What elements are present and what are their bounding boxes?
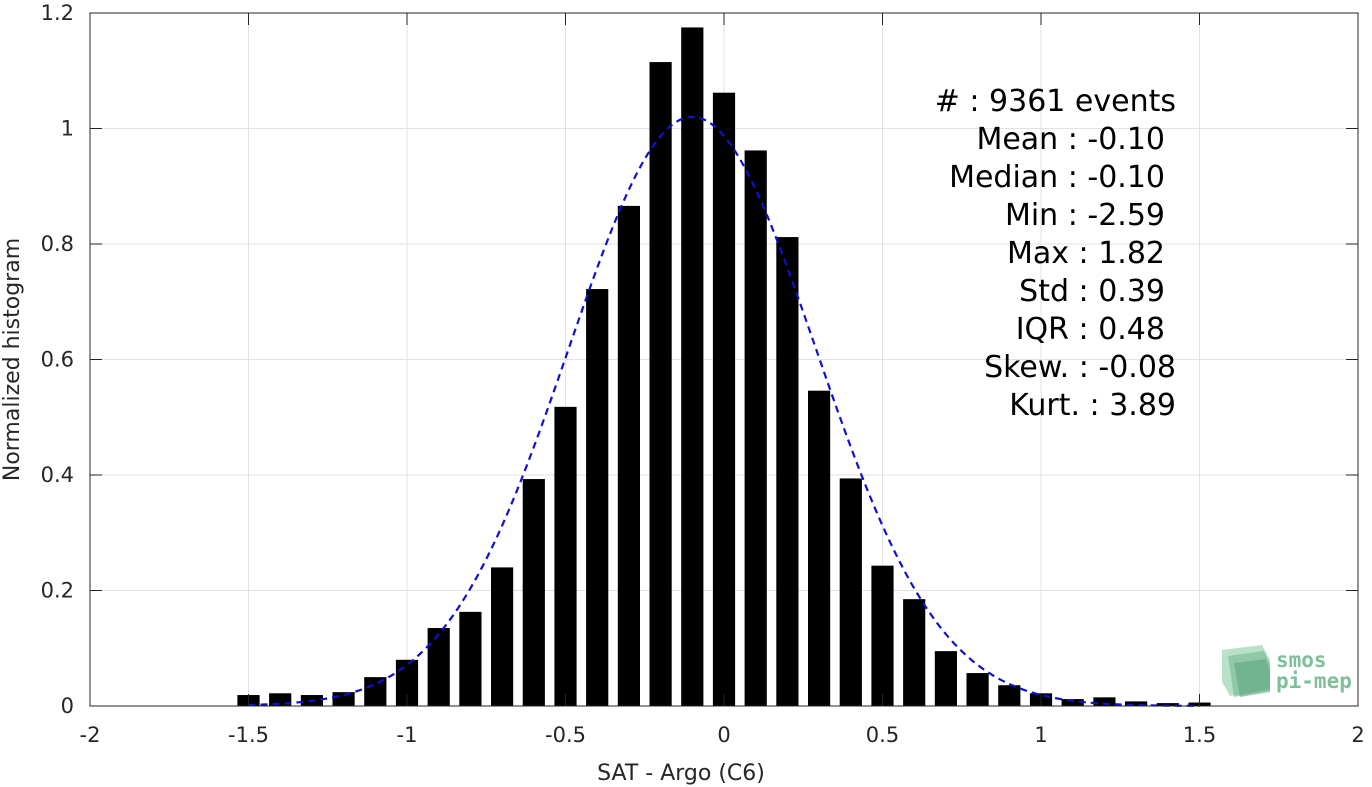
y-tick-label: 0.2 — [41, 579, 74, 603]
x-tick-label: -0.5 — [545, 723, 586, 747]
logo-icon — [1222, 645, 1270, 697]
x-axis-label: SAT - Argo (C6) — [597, 761, 765, 786]
histogram-bar — [364, 677, 387, 706]
stat-line: Max : 1.82 — [1007, 236, 1165, 271]
x-tick-label: 0.5 — [866, 723, 899, 747]
y-tick-label: 0.8 — [41, 232, 74, 256]
histogram-bar — [1125, 701, 1148, 706]
histogram-bar — [966, 673, 989, 706]
y-tick-labels: 0 0.2 0.4 0.6 0.8 1 1.2 — [41, 1, 74, 718]
stat-line: Median : -0.10 — [949, 160, 1165, 195]
histogram-bar — [776, 237, 799, 706]
x-tick-label: -1 — [397, 723, 418, 747]
histogram-bar — [712, 92, 736, 706]
x-tick-label: 0 — [717, 723, 730, 747]
x-tick-label: -1.5 — [228, 723, 269, 747]
logo-line-1: smos — [1276, 648, 1327, 672]
histogram-bar — [554, 406, 577, 706]
histogram-bar — [871, 565, 894, 706]
histogram-bar — [903, 599, 926, 706]
y-tick-label: 0 — [61, 694, 74, 718]
stat-line: Std : 0.39 — [1019, 274, 1165, 309]
histogram-bar — [617, 205, 640, 706]
stat-line: # : 9361 events — [935, 84, 1176, 119]
x-tick-label: 1.5 — [1183, 723, 1216, 747]
histogram-bars — [237, 27, 1211, 706]
histogram-bar — [459, 611, 482, 706]
histogram-bar — [395, 659, 419, 706]
y-tick-label: 0.6 — [41, 348, 74, 372]
histogram-bar — [839, 478, 862, 706]
gaussian-fit-line — [248, 115, 1200, 707]
histogram-bar — [998, 685, 1021, 706]
histogram-bar — [1061, 699, 1084, 706]
logo-line-2: pi-mep — [1276, 669, 1352, 693]
x-tick-label: 1 — [1034, 723, 1047, 747]
x-tick-label: -2 — [80, 723, 101, 747]
histogram-bar — [491, 567, 514, 706]
y-tick-label: 0.4 — [41, 463, 74, 487]
histogram-bar — [808, 390, 831, 706]
y-tick-label: 1 — [61, 117, 74, 141]
histogram-bar — [744, 150, 767, 706]
histogram-bar — [586, 289, 609, 706]
histogram-bar — [1093, 697, 1116, 706]
stat-line: Min : -2.59 — [1005, 198, 1165, 233]
stat-line: Mean : -0.10 — [976, 122, 1165, 157]
stat-line: IQR : 0.48 — [1016, 312, 1165, 347]
histogram-bar — [522, 479, 545, 706]
y-tick-label: 1.2 — [41, 1, 74, 25]
stat-line: Skew. : -0.08 — [984, 350, 1176, 385]
histogram-bar — [681, 27, 704, 706]
stat-line: Kurt. : 3.89 — [1009, 388, 1176, 423]
x-tick-label: 2 — [1351, 723, 1364, 747]
axes-frame — [89, 12, 1359, 707]
x-tick-labels: -2 -1.5 -1 -0.5 0 0.5 1 1.5 2 — [80, 723, 1365, 747]
histogram-bar — [427, 628, 450, 706]
histogram-bar — [649, 62, 672, 706]
histogram-bar — [934, 651, 957, 706]
y-axis-label: Normalized histogram — [0, 238, 25, 481]
smos-pimep-logo: smos pi-mep — [1222, 645, 1352, 697]
